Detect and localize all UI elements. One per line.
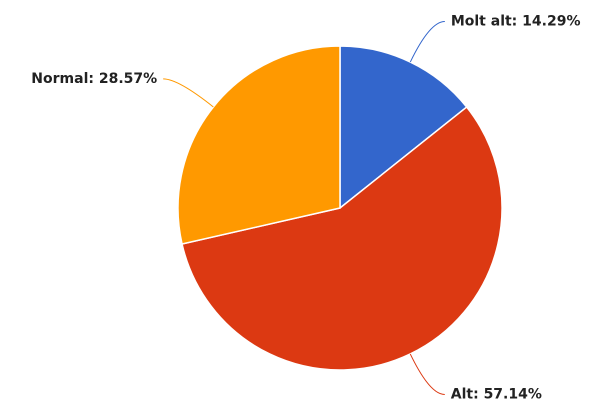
pie-slice (181, 105, 503, 371)
pie-slice (339, 45, 468, 210)
leader-line (163, 78, 214, 108)
slice-label: Alt: 57.14% (451, 387, 542, 403)
leader-line (409, 353, 445, 396)
leader-line (409, 21, 445, 63)
slice-label: Normal: 28.57% (31, 71, 157, 87)
slice-label: Molt alt: 14.29% (451, 14, 581, 30)
